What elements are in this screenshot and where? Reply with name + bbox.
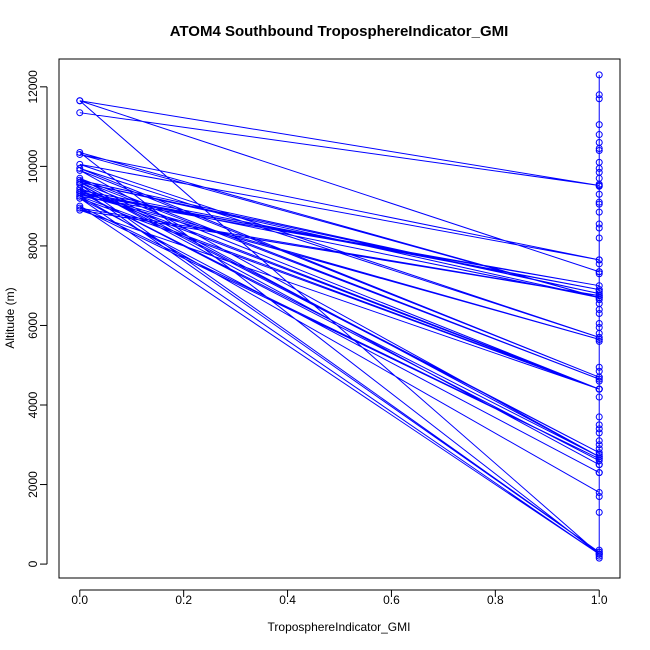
data-point xyxy=(76,166,84,174)
data-point xyxy=(595,292,603,300)
x-tick-label: 0.2 xyxy=(175,593,192,607)
data-point xyxy=(595,554,603,562)
data-point xyxy=(595,200,603,208)
data-point xyxy=(595,337,603,345)
data-point xyxy=(595,453,603,461)
data-point xyxy=(595,429,603,437)
data-point xyxy=(76,192,84,200)
data-point xyxy=(595,421,603,429)
data-point xyxy=(595,375,603,383)
plot-area xyxy=(76,71,603,562)
data-point xyxy=(595,198,603,206)
data-point xyxy=(595,363,603,371)
data-point xyxy=(595,180,603,188)
data-point xyxy=(595,270,603,278)
data-point xyxy=(595,224,603,232)
data-point xyxy=(595,492,603,500)
data-point xyxy=(76,176,84,184)
data-point xyxy=(76,190,84,198)
data-point xyxy=(76,148,84,156)
y-tick-label: 4000 xyxy=(26,391,40,418)
data-point xyxy=(595,121,603,129)
x-axis-label: TroposphereIndicator_GMI xyxy=(268,620,411,634)
data-point xyxy=(595,441,603,449)
x-tick-label: 0.6 xyxy=(383,593,400,607)
data-point xyxy=(595,335,603,343)
data-point xyxy=(595,95,603,103)
data-point xyxy=(595,373,603,381)
data-point xyxy=(595,164,603,172)
series-line xyxy=(79,100,600,555)
data-point xyxy=(595,377,603,385)
data-point xyxy=(595,91,603,99)
data-point xyxy=(76,164,84,172)
data-point xyxy=(595,131,603,139)
data-point xyxy=(595,333,603,341)
x-tick-label: 0.4 xyxy=(279,593,296,607)
data-point xyxy=(595,437,603,445)
data-point xyxy=(595,310,603,318)
data-point xyxy=(76,206,84,214)
data-point xyxy=(595,146,603,154)
data-point xyxy=(595,288,603,296)
y-tick-label: 12000 xyxy=(26,70,40,104)
data-point xyxy=(595,413,603,421)
data-point xyxy=(595,268,603,276)
data-point xyxy=(76,109,84,117)
data-point xyxy=(76,97,84,105)
data-point xyxy=(595,488,603,496)
y-axis-label: Altitude (m) xyxy=(3,287,17,348)
data-point xyxy=(595,451,603,459)
data-point xyxy=(595,425,603,433)
x-axis: 0.0 0.2 0.4 0.6 0.8 1.0 xyxy=(71,589,608,607)
data-point xyxy=(76,188,84,196)
data-point xyxy=(595,71,603,79)
data-point xyxy=(595,296,603,304)
data-point xyxy=(595,234,603,242)
data-point xyxy=(595,469,603,477)
data-point xyxy=(595,552,603,560)
data-point xyxy=(595,550,603,558)
data-point xyxy=(595,385,603,393)
data-point xyxy=(595,144,603,152)
data-point xyxy=(595,393,603,401)
data-point xyxy=(595,319,603,327)
x-tick-label: 1.0 xyxy=(591,593,608,607)
data-point xyxy=(595,260,603,268)
data-point xyxy=(76,204,84,212)
data-point xyxy=(595,208,603,216)
data-point xyxy=(595,220,603,228)
x-tick-label: 0.0 xyxy=(71,593,88,607)
y-tick-label: 6000 xyxy=(26,312,40,339)
data-point xyxy=(595,306,603,314)
data-point xyxy=(595,508,603,516)
data-point xyxy=(595,190,603,198)
data-point xyxy=(595,461,603,469)
chart-title: ATOM4 Southbound TroposphereIndicator_GM… xyxy=(170,23,509,40)
y-tick-label: 10000 xyxy=(26,149,40,183)
data-point xyxy=(76,202,84,210)
y-axis: 0 2000 4000 6000 8000 10000 12000 xyxy=(26,70,48,567)
data-point xyxy=(76,150,84,158)
data-point xyxy=(595,182,603,190)
data-point xyxy=(76,178,84,186)
x-tick-label: 0.8 xyxy=(487,593,504,607)
y-tick-label: 2000 xyxy=(26,471,40,498)
data-point xyxy=(595,256,603,264)
y-tick-label: 0 xyxy=(26,560,40,567)
plot-frame xyxy=(58,58,621,579)
y-tick-label: 8000 xyxy=(26,232,40,259)
